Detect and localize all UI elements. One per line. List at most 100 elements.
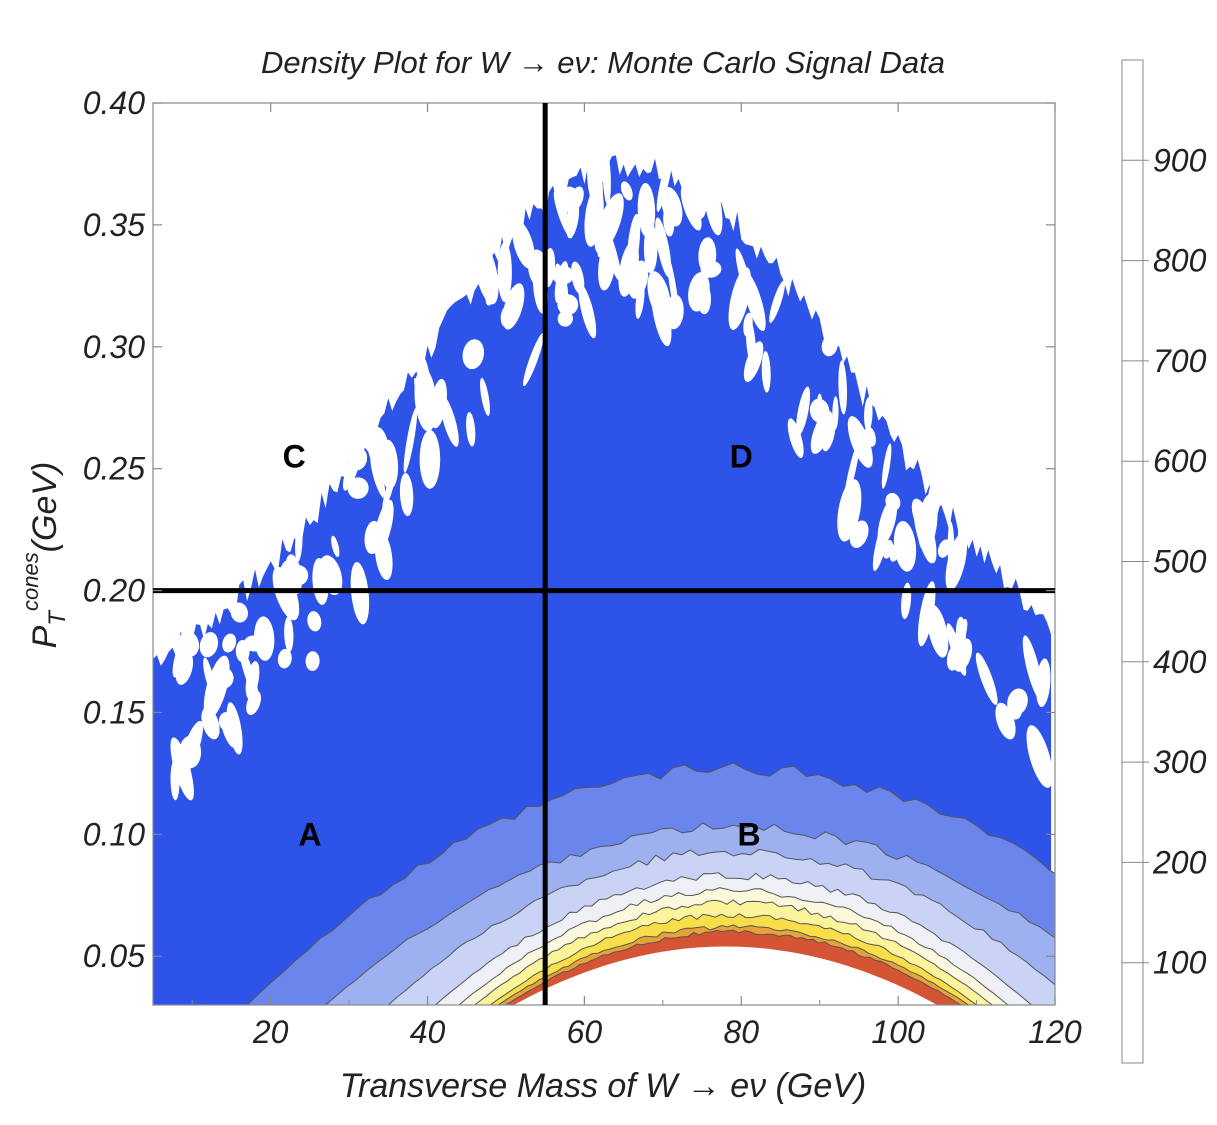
edge-speckle	[212, 667, 234, 689]
edge-speckle	[201, 707, 220, 740]
edge-speckle	[331, 535, 340, 558]
edge-speckle	[480, 377, 490, 416]
edge-speckle	[502, 283, 525, 330]
edge-speckle	[864, 426, 876, 447]
edge-speckle	[975, 652, 998, 705]
edge-speckle	[656, 150, 673, 212]
plot-area	[153, 103, 1055, 1005]
edge-speckle	[430, 378, 447, 429]
edge-speckle	[947, 521, 955, 583]
edge-speckle	[643, 222, 658, 274]
edge-speckle	[523, 332, 544, 387]
region-label-c: C	[283, 438, 306, 474]
x-axis-label: Transverse Mass of W → eν (GeV)	[340, 1067, 866, 1105]
contour-layers	[153, 149, 1055, 1005]
edge-speckle	[170, 737, 194, 801]
y-tick-label: 0.25	[83, 451, 145, 487]
y-tick-label: 0.35	[83, 207, 145, 243]
edge-speckle	[462, 339, 485, 370]
x-tick-label: 100	[871, 1014, 925, 1050]
colorbar: 100 200 300 400 500 600 700 800 900	[1121, 59, 1207, 1064]
y-tick-label: 0.10	[83, 816, 145, 852]
edge-speckle	[557, 294, 579, 316]
edge-speckle	[680, 185, 702, 231]
edge-speckle	[254, 616, 275, 661]
edge-speckle	[957, 516, 966, 568]
edge-speckle	[938, 539, 951, 558]
y-axis-label: PTcones(GeV)	[18, 462, 71, 649]
edge-speckle	[661, 187, 683, 227]
colorbar-label: 100	[1153, 945, 1207, 981]
x-axis-ticks: 20 40 60 80 100 120	[191, 103, 1082, 1050]
edge-speckle	[277, 648, 292, 669]
edge-speckle	[353, 579, 366, 612]
edge-speckle	[627, 213, 641, 274]
edge-speckle	[170, 760, 180, 801]
edge-speckle	[199, 632, 219, 658]
edge-speckle	[728, 267, 752, 330]
edge-speckle	[697, 283, 712, 315]
y-tick-label: 0.05	[83, 938, 145, 974]
x-tick-label: 40	[410, 1014, 446, 1050]
edge-speckle	[917, 581, 936, 647]
edge-speckle	[769, 280, 786, 323]
x-tick-label: 20	[252, 1014, 289, 1050]
edge-speckle	[403, 407, 418, 473]
edge-speckle	[222, 633, 237, 653]
colorbar-label: 800	[1153, 243, 1207, 279]
edge-speckle	[809, 398, 830, 423]
y-tick-label: 0.15	[83, 694, 145, 730]
edge-speckle	[382, 464, 397, 512]
edge-speckle	[911, 498, 931, 535]
edge-speckle	[602, 149, 611, 205]
edge-speckle	[419, 430, 441, 489]
edge-speckle	[374, 531, 393, 581]
edge-speckle	[295, 523, 303, 562]
region-label-d: D	[730, 438, 753, 474]
edge-speckle	[787, 418, 804, 458]
edge-speckle	[218, 712, 233, 731]
contour-core	[513, 946, 938, 1005]
edge-speckle	[832, 396, 839, 430]
edge-speckle	[399, 473, 414, 517]
region-label-a: A	[298, 816, 321, 852]
edge-speckle	[1008, 703, 1022, 720]
x-tick-label: 80	[723, 1014, 759, 1050]
edge-speckle	[312, 557, 329, 605]
edge-speckle	[837, 479, 862, 542]
edge-speckle	[230, 602, 248, 623]
edge-speckle	[348, 447, 368, 471]
y-axis-ticks: 0.05 0.10 0.15 0.20 0.25 0.30 0.35 0.40	[83, 85, 1055, 974]
edge-speckle	[246, 690, 262, 716]
edge-speckle	[655, 217, 672, 278]
edge-speckle	[552, 265, 574, 285]
edge-speckle	[1026, 725, 1053, 788]
colorbar-label: 200	[1152, 844, 1207, 880]
x-tick-label: 60	[567, 1014, 603, 1050]
edge-speckle	[946, 623, 967, 676]
edge-speckle	[822, 422, 836, 452]
edge-speckle	[367, 426, 389, 467]
edge-speckle	[620, 181, 633, 201]
edge-speckle	[284, 616, 294, 652]
edge-speckle	[847, 416, 873, 468]
edge-speckle	[881, 443, 892, 489]
edge-speckle	[598, 239, 616, 291]
edge-speckle	[761, 351, 771, 393]
edge-speckle	[810, 410, 833, 454]
edge-speckle	[838, 360, 848, 415]
edge-speckle	[485, 274, 500, 306]
edge-speckle	[497, 242, 512, 303]
edge-speckle	[285, 554, 303, 595]
edge-speckle	[307, 611, 322, 632]
plot-frame	[152, 102, 1056, 1006]
y-tick-label: 0.30	[83, 329, 145, 365]
edge-speckle	[178, 631, 200, 657]
edge-speckle	[347, 477, 369, 499]
cut-lines	[153, 103, 1055, 1005]
edge-speckle	[889, 541, 902, 562]
edge-speckle	[651, 282, 672, 347]
y-tick-label: 0.40	[83, 85, 145, 121]
edge-speckle	[864, 397, 873, 432]
